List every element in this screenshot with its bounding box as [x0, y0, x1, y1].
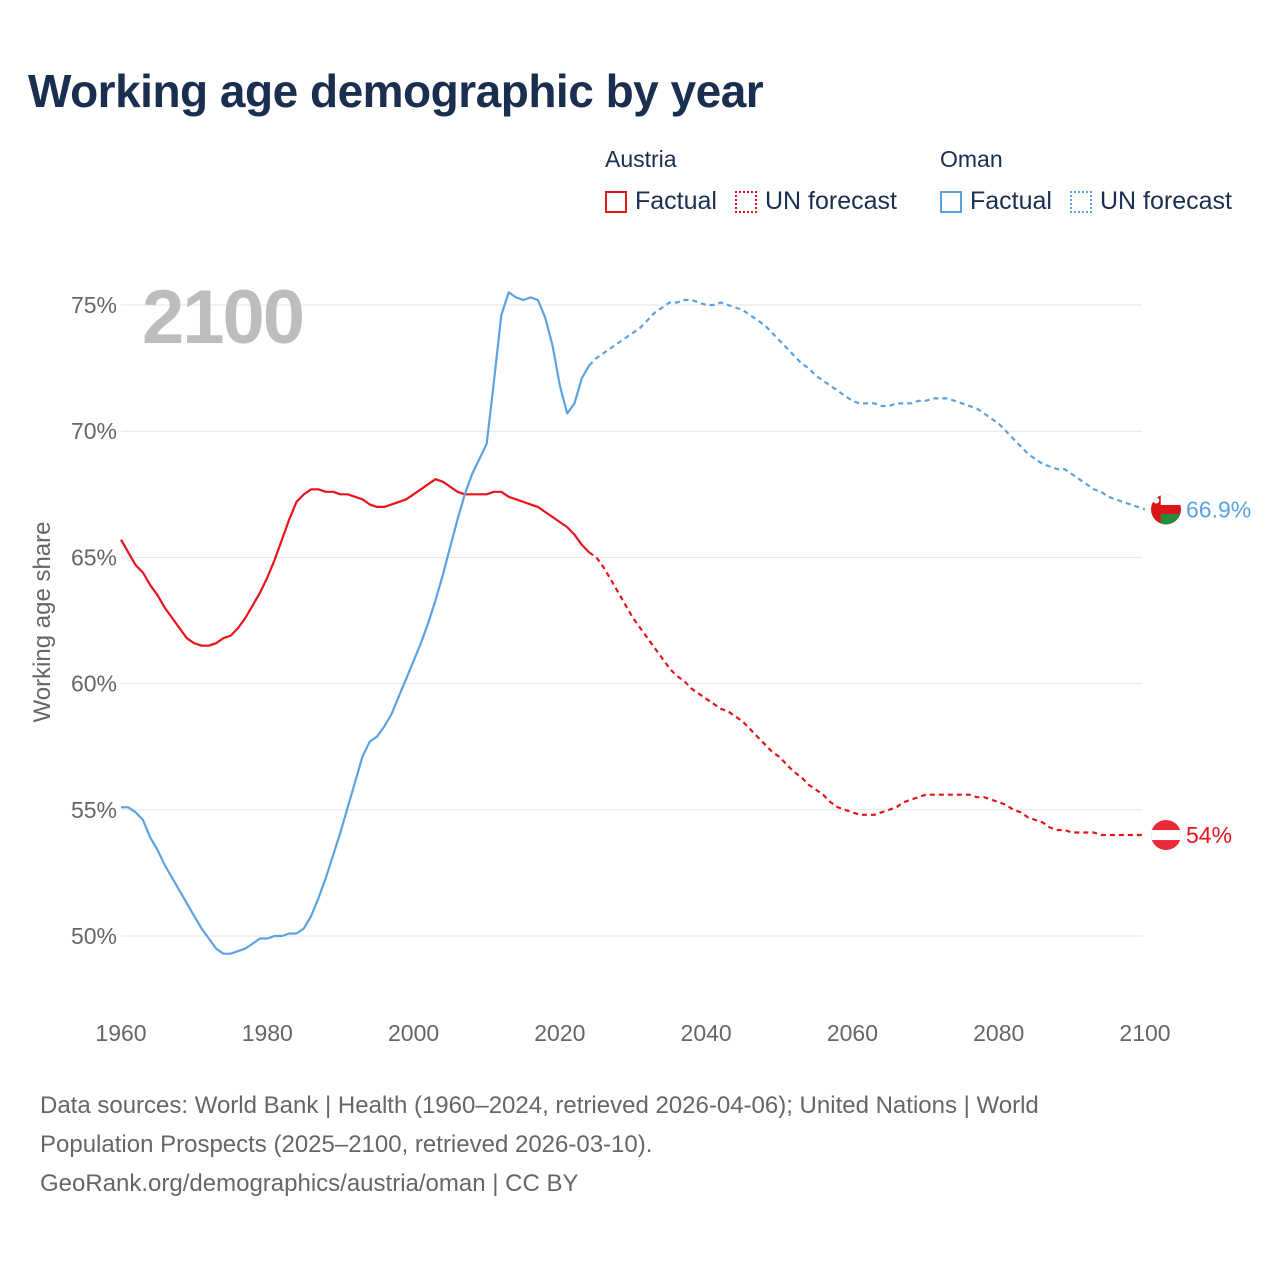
footer-sources: Data sources: World Bank | Health (1960–… — [40, 1086, 1180, 1203]
footer-line-3: GeoRank.org/demographics/austria/oman | … — [40, 1170, 579, 1197]
legend-item-austria-forecast[interactable]: UN forecast — [734, 187, 897, 216]
y-tick-label-75: 75% — [71, 292, 117, 318]
line-austria-factual — [120, 478, 590, 647]
x-tick-label-2040: 2040 — [681, 1020, 732, 1046]
legend-swatch-oman-factual — [940, 190, 962, 213]
footer-line-1: Data sources: World Bank | Health (1960–… — [40, 1092, 1039, 1119]
legend-country-oman: Oman — [940, 146, 1003, 172]
legend-group-oman: Oman Factual UN forecast — [940, 146, 1250, 216]
x-tick-labels: 1960 1980 2000 2020 2040 2060 2080 2100 — [95, 1020, 1170, 1046]
line-oman-forecast — [588, 298, 1146, 511]
gridlines — [121, 304, 1142, 937]
flag-oman-green — [1160, 513, 1181, 525]
x-tick-label-1960: 1960 — [95, 1020, 146, 1046]
page-title: Working age demographic by year — [28, 65, 764, 117]
series-lines — [120, 291, 1146, 955]
flag-oman-icon — [1151, 494, 1181, 525]
x-tick-label-2080: 2080 — [973, 1020, 1024, 1046]
y-axis-title: Working age share — [29, 522, 56, 723]
end-markers: 54% 66.9% — [1151, 494, 1251, 851]
flag-oman-body — [1151, 494, 1181, 525]
x-tick-label-2060: 2060 — [827, 1020, 878, 1046]
y-tick-label-60: 60% — [71, 671, 117, 697]
x-tick-label-2020: 2020 — [534, 1020, 585, 1046]
legend-swatch-austria-factual — [605, 190, 627, 213]
y-tick-label-50: 50% — [71, 923, 117, 949]
legend-label-austria-forecast: UN forecast — [764, 187, 897, 215]
line-chart: 2100 Working age share 50% 55% 60% 65% 70% 75… — [29, 275, 1251, 1046]
legend-label-austria-factual: Factual — [635, 187, 717, 215]
flag-austria-body — [1151, 820, 1181, 851]
legend-item-austria-factual[interactable]: Factual — [605, 187, 717, 216]
end-label-oman: 66.9% — [1186, 496, 1251, 522]
legend-swatch-austria-forecast — [734, 190, 757, 213]
legend-label-oman-factual: Factual — [970, 187, 1052, 215]
x-tick-label-1980: 1980 — [242, 1020, 293, 1046]
legend-label-oman-forecast: UN forecast — [1099, 187, 1232, 215]
legend-item-oman-forecast[interactable]: UN forecast — [1069, 187, 1232, 216]
legend-item-oman-factual[interactable]: Factual — [940, 187, 1052, 216]
flag-austria-white-stripe — [1151, 830, 1181, 841]
y-tick-label-55: 55% — [71, 797, 117, 823]
flag-oman-white — [1160, 494, 1181, 505]
end-label-austria: 54% — [1186, 822, 1232, 848]
flag-austria-icon — [1151, 820, 1181, 851]
y-tick-label-65: 65% — [71, 544, 117, 570]
flag-oman-emblem — [1153, 497, 1160, 504]
footer-line-2: Population Prospects (2025–2100, retriev… — [40, 1131, 653, 1158]
legend-swatch-oman-forecast — [1069, 190, 1092, 213]
line-austria-forecast — [588, 551, 1145, 837]
legend-group-austria: Austria Factual UN forecast — [605, 146, 915, 216]
y-tick-labels: 50% 55% 60% 65% 70% 75% — [71, 292, 117, 949]
x-tick-label-2100: 2100 — [1119, 1020, 1170, 1046]
y-tick-label-70: 70% — [71, 418, 117, 444]
legend-country-austria: Austria — [605, 146, 677, 172]
x-tick-label-2000: 2000 — [388, 1020, 439, 1046]
line-oman-factual — [121, 291, 591, 955]
year-label: 2100 — [142, 275, 303, 360]
